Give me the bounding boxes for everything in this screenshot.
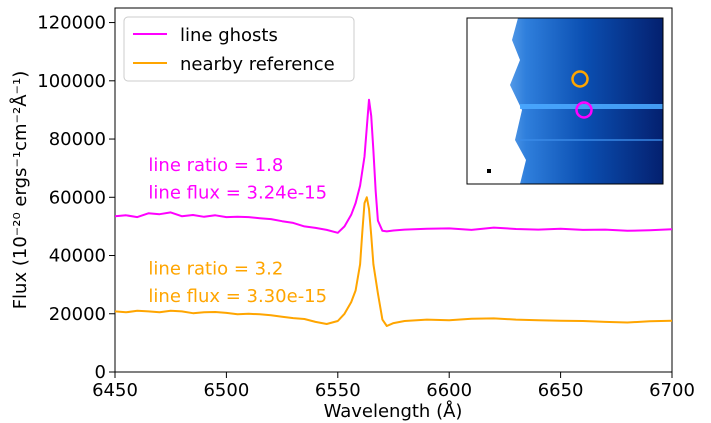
annotation-text: line ratio = 3.2 (148, 258, 283, 279)
y-tick-label: 120000 (37, 13, 106, 34)
x-tick-label: 6550 (315, 380, 361, 401)
x-tick-label: 6500 (203, 380, 249, 401)
legend-box (123, 16, 355, 82)
x-tick-label: 6650 (538, 380, 584, 401)
x-axis-label: Wavelength (Å) (324, 400, 463, 422)
series-line-nearby-reference (115, 196, 672, 327)
inset-dark-pixel (487, 169, 491, 173)
inset-bright-edge (467, 18, 526, 184)
legend-label-line-ghosts: line ghosts (180, 25, 278, 46)
y-tick-label: 20000 (49, 304, 106, 325)
y-tick-label: 0 (95, 362, 106, 383)
legend: line ghosts nearby reference (123, 16, 355, 82)
annotation-text: line ratio = 1.8 (148, 155, 283, 176)
legend-label-nearby-reference: nearby reference (180, 54, 335, 75)
y-axis-label: Flux (10⁻²⁰ ergs⁻¹cm⁻²Å⁻¹) (9, 71, 31, 310)
series-line-line-ghosts (115, 98, 672, 234)
y-tick-label: 80000 (49, 129, 106, 150)
y-tick-label: 100000 (37, 71, 106, 92)
inset-faint-streak (520, 139, 663, 141)
y-tick-label: 40000 (49, 246, 106, 267)
inset-marker-line-ghosts (575, 101, 593, 119)
annotation-text: line flux = 3.24e-15 (148, 183, 327, 204)
x-tick-label: 6600 (426, 380, 472, 401)
inset-marker-nearby-reference (571, 70, 589, 88)
x-tick-label: 6700 (649, 380, 695, 401)
inset-image (466, 17, 664, 185)
x-tick-label: 6450 (92, 380, 138, 401)
y-tick-label: 60000 (49, 187, 106, 208)
annotation-text: line flux = 3.30e-15 (148, 286, 327, 307)
